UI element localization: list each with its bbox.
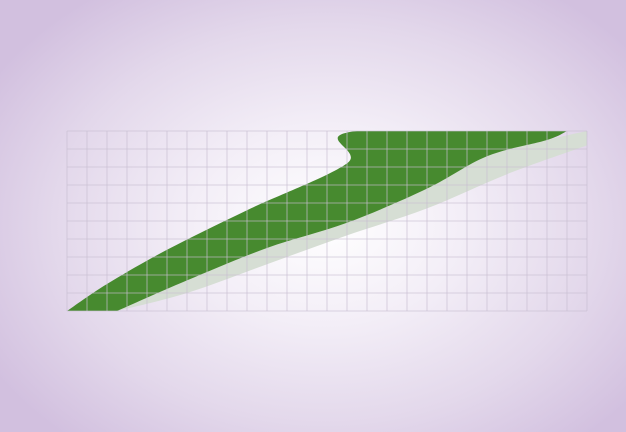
bands-group [67, 131, 587, 311]
grid-group [66, 130, 588, 312]
